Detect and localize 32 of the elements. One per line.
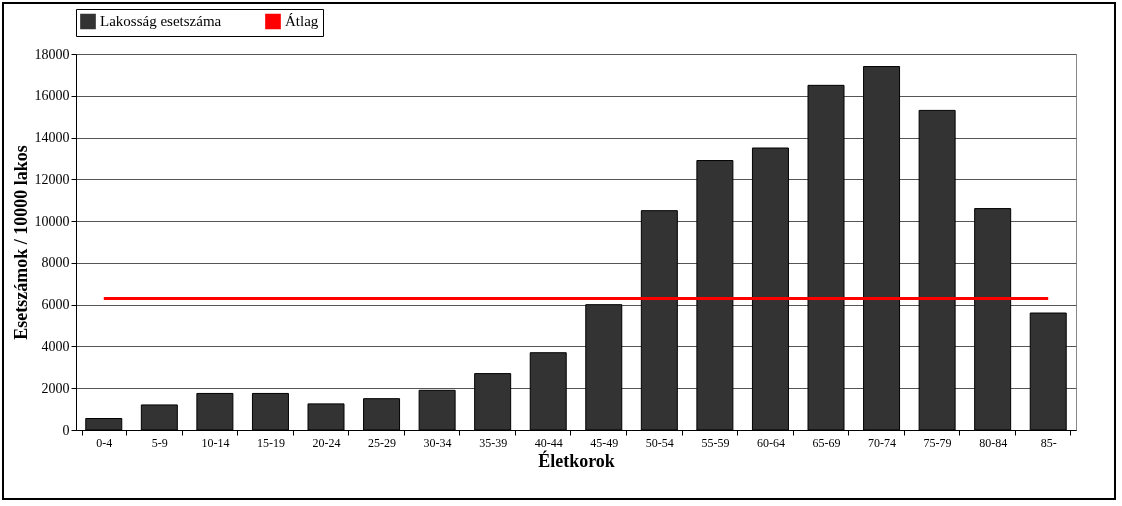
y-tick-label: 4000 bbox=[41, 338, 70, 354]
y-tick-label: 16000 bbox=[34, 88, 70, 104]
y-tick-label: 0 bbox=[62, 422, 70, 438]
x-tick-label: 45-49 bbox=[590, 435, 619, 450]
x-tick-label: 5-9 bbox=[151, 435, 168, 450]
x-tick-label: 35-39 bbox=[479, 435, 508, 450]
legend-label: Átlag bbox=[285, 13, 319, 30]
y-tick-label: 12000 bbox=[34, 171, 70, 187]
y-tick-label: 6000 bbox=[41, 297, 70, 313]
x-tick-label: 75-79 bbox=[923, 435, 952, 450]
x-tick-label: 0-4 bbox=[96, 435, 113, 450]
x-tick-label: 80-84 bbox=[979, 435, 1008, 450]
x-tick-label: 30-34 bbox=[423, 435, 452, 450]
y-tick-label: 2000 bbox=[41, 380, 70, 396]
x-tick-label: 55-59 bbox=[701, 435, 730, 450]
legend-label: Lakosság esetszáma bbox=[100, 13, 222, 30]
x-tick-label: 60-64 bbox=[756, 435, 785, 450]
x-tick-label: 15-19 bbox=[256, 435, 285, 450]
y-tick-label: 8000 bbox=[41, 255, 70, 271]
y-tick-label: 14000 bbox=[34, 130, 70, 146]
x-axis-title: Életkorok bbox=[538, 449, 615, 471]
x-tick-label: 20-24 bbox=[312, 435, 341, 450]
x-tick-label: 70-74 bbox=[868, 435, 897, 450]
y-axis-title: Esetszámok / 10000 lakos bbox=[10, 145, 31, 340]
x-tick-label: 10-14 bbox=[201, 435, 230, 450]
x-tick-label: 40-44 bbox=[534, 435, 563, 450]
y-tick-label: 10000 bbox=[34, 213, 70, 229]
x-tick-label: 25-29 bbox=[368, 435, 397, 450]
x-tick-label: 50-54 bbox=[645, 435, 674, 450]
x-tick-label: 85- bbox=[1040, 435, 1057, 450]
x-tick-label: 65-69 bbox=[812, 435, 841, 450]
y-tick-label: 18000 bbox=[34, 46, 70, 62]
